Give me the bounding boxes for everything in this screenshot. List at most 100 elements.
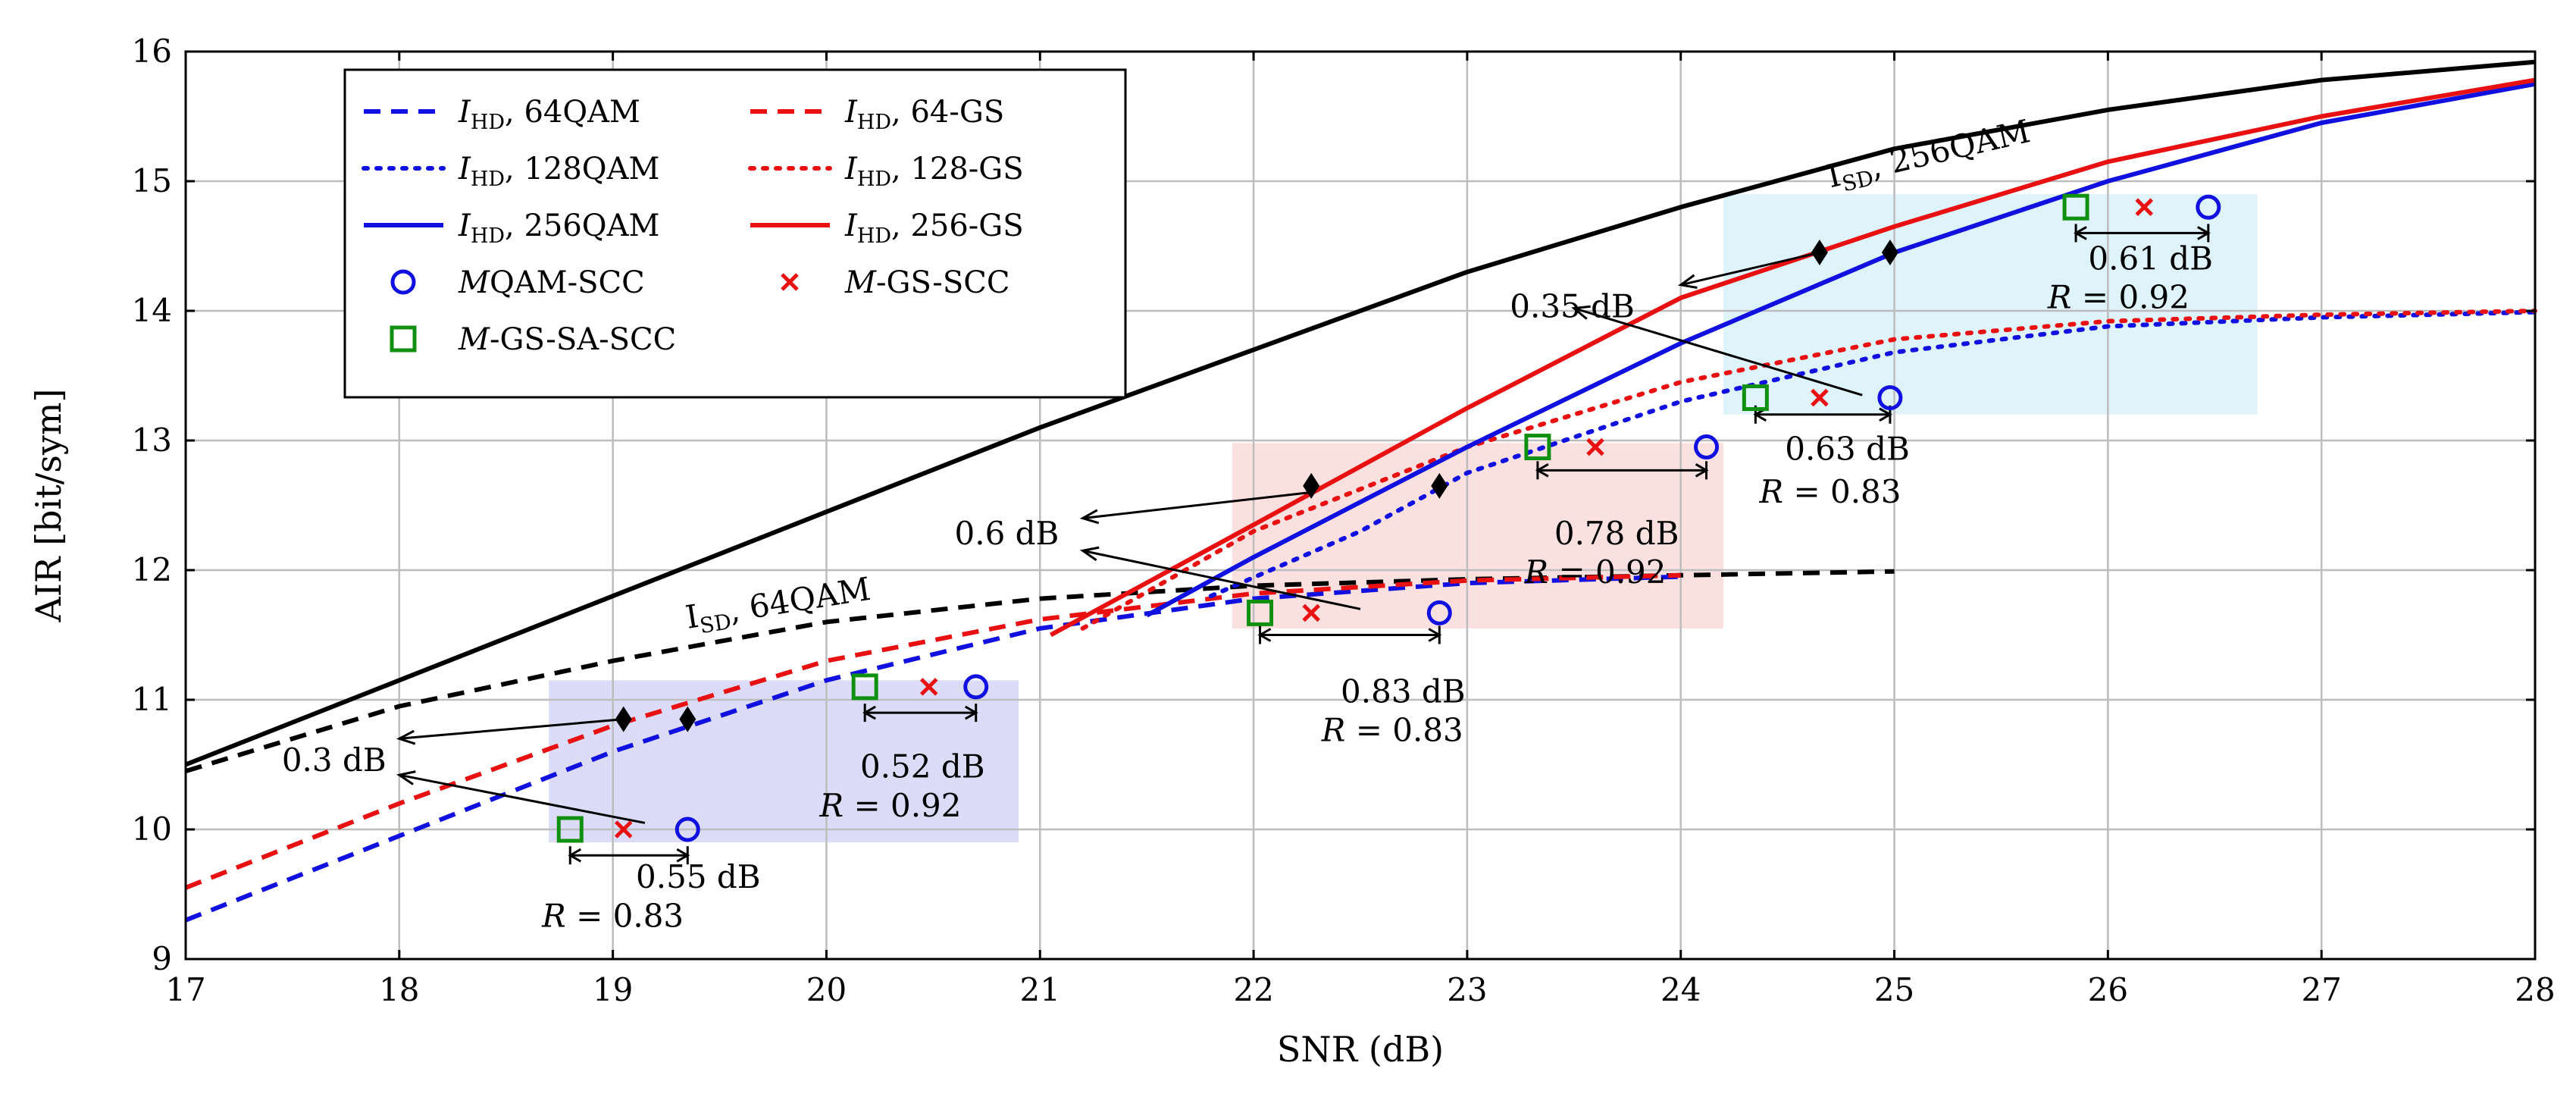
marker-mgs-scc-1 (919, 678, 938, 696)
y-tick-16: 16 (132, 33, 172, 70)
x-tick-25: 25 (1874, 971, 1914, 1008)
marker-mgs-sa-scc-3 (1524, 434, 1551, 461)
arrow-head-3 (1079, 546, 1100, 562)
gap-head-right-4 (1879, 407, 1892, 422)
arrow-line-0 (399, 718, 624, 740)
arrow-line-5 (1573, 307, 1863, 397)
gap-label-4: 0.63 dB (1785, 431, 1910, 468)
curves (184, 59, 2537, 923)
gap-annotations: 0.55 dBR = 0.830.52 dBR = 0.920.83 dBR =… (541, 224, 2213, 934)
marker-diamond-2 (1303, 472, 1320, 499)
y-axis-label: AIR [bit/sym] (28, 389, 69, 623)
x-tick-26: 26 (2088, 971, 2128, 1008)
gap-head-right-2 (1428, 628, 1442, 642)
x-tick-22: 22 (1233, 971, 1273, 1008)
marker-mgs-sa-scc-2 (1247, 599, 1274, 626)
gap-rate-1: R = 0.92 (818, 787, 961, 824)
gap-head-left-3 (1535, 463, 1549, 478)
marker-diamond-3 (1431, 472, 1448, 499)
marker-diamond-5 (1881, 240, 1898, 266)
legend-swatch-mgs_scc (781, 273, 799, 291)
legend-label-ihd256q: IHD, 256QAM (458, 208, 659, 248)
x-tick-20: 20 (806, 971, 847, 1008)
gap-label-3: 0.78 dB (1554, 515, 1679, 552)
gap-head-left-1 (862, 705, 876, 720)
region-2 (1723, 194, 2258, 415)
arrow-label-0: 0.3 dB (282, 741, 387, 779)
x-tick-21: 21 (1020, 971, 1060, 1008)
marker-mgs-scc-2 (1302, 603, 1320, 622)
marker-diamond-4 (1811, 240, 1828, 266)
gap-label-1: 0.52 dB (860, 748, 985, 785)
curve-isd64 (185, 569, 1895, 773)
x-tick-28: 28 (2515, 971, 2555, 1008)
gap-head-right-3 (1695, 463, 1709, 478)
legend-label-mgs_sa_scc: M-GS-SA-SCC (458, 322, 676, 357)
gap-head-left-2 (1257, 628, 1272, 642)
curve-ihd64gs (184, 572, 1681, 890)
curve-ihd256gs (1049, 77, 2536, 638)
gap-rate-0: R = 0.83 (541, 897, 684, 934)
marker-mqam-scc-2 (1426, 600, 1452, 625)
curve-ihd128gs (1080, 309, 2537, 631)
legend-label-mqam_scc: MQAM-SCC (458, 265, 645, 300)
arrow-line-3 (1082, 549, 1361, 610)
curve-isd256 (184, 59, 2536, 767)
legend-box (343, 68, 1127, 399)
curve-ihd64q (184, 574, 1681, 923)
arrow-head-2 (1079, 509, 1100, 525)
arrow-head-4 (1677, 274, 1698, 290)
x-tick-24: 24 (1660, 971, 1701, 1008)
gap-rate-3: R = 0.92 (1523, 553, 1666, 591)
arrow-line-2 (1082, 491, 1312, 520)
arrow-head-5 (1571, 305, 1591, 320)
marker-mgs-scc-3 (1586, 437, 1604, 456)
x-tick-27: 27 (2301, 971, 2341, 1008)
legend-swatch-mqam_scc (390, 269, 416, 295)
marker-mgs-sa-scc-0 (556, 816, 584, 843)
legend-label-ihd64q: IHD, 64QAM (458, 95, 640, 134)
marker-mqam-scc-0 (675, 817, 700, 842)
marker-mqam-scc-5 (2196, 194, 2221, 220)
highlight-regions (549, 194, 2258, 843)
legend-swatch-mgs_sa_scc (390, 325, 417, 353)
y-tick-11: 11 (132, 681, 172, 718)
plot-frame (184, 50, 2537, 961)
gap-rate-4: R = 0.83 (1758, 473, 1901, 510)
y-tick-10: 10 (132, 810, 172, 848)
y-tick-9: 9 (152, 940, 172, 977)
gap-label-2: 0.83 dB (1341, 672, 1466, 710)
y-tick-13: 13 (132, 422, 172, 459)
arrow-head-0 (396, 729, 416, 745)
gap-rate-5: R = 0.92 (2047, 279, 2189, 316)
marker-mgs-sa-scc-4 (1742, 384, 1769, 412)
region-0 (549, 680, 1019, 843)
arrow-label-2: 0.6 dB (955, 515, 1060, 552)
marker-mqam-scc-3 (1694, 434, 1720, 460)
arrow-line-1 (399, 773, 646, 824)
gap-head-right-1 (964, 705, 978, 720)
marker-diamond-0 (615, 706, 632, 732)
y-tick-15: 15 (132, 162, 172, 199)
x-axis-label: SNR (dB) (1277, 1029, 1444, 1070)
gap-head-right-5 (2197, 226, 2211, 240)
tick-labels: 17 18 19 20 21 22 23 24 25 26 27 28 9 10 11 12 13 14 15 16 (132, 33, 2556, 1008)
curve-ihd256q (1145, 81, 2536, 618)
marker-mgs-scc-0 (614, 820, 633, 839)
marker-mgs-sa-scc-1 (851, 673, 878, 701)
curve-ihd128q (1208, 309, 2537, 599)
legend-label-mgs_scc: M-GS-SCC (844, 265, 1009, 300)
y-tick-12: 12 (132, 551, 172, 588)
legend: IHD, 64QAM IHD, 64-GS IHD, 128QAM IHD, 128-… (343, 68, 1127, 399)
gap-label-5: 0.61 dB (2088, 240, 2213, 277)
x-tick-18: 18 (379, 971, 419, 1008)
region-1 (1232, 443, 1724, 629)
gap-head-left-5 (2074, 226, 2087, 240)
gap-rate-2: R = 0.83 (1321, 712, 1463, 749)
marker-mgs-scc-5 (2135, 198, 2154, 216)
legend-label-ihd128gs: IHD, 128-GS (844, 152, 1024, 191)
marker-mqam-scc-4 (1877, 385, 1903, 411)
gap-head-left-0 (568, 848, 582, 863)
curve-label-0: ISD, 256QAM (1823, 112, 2034, 199)
